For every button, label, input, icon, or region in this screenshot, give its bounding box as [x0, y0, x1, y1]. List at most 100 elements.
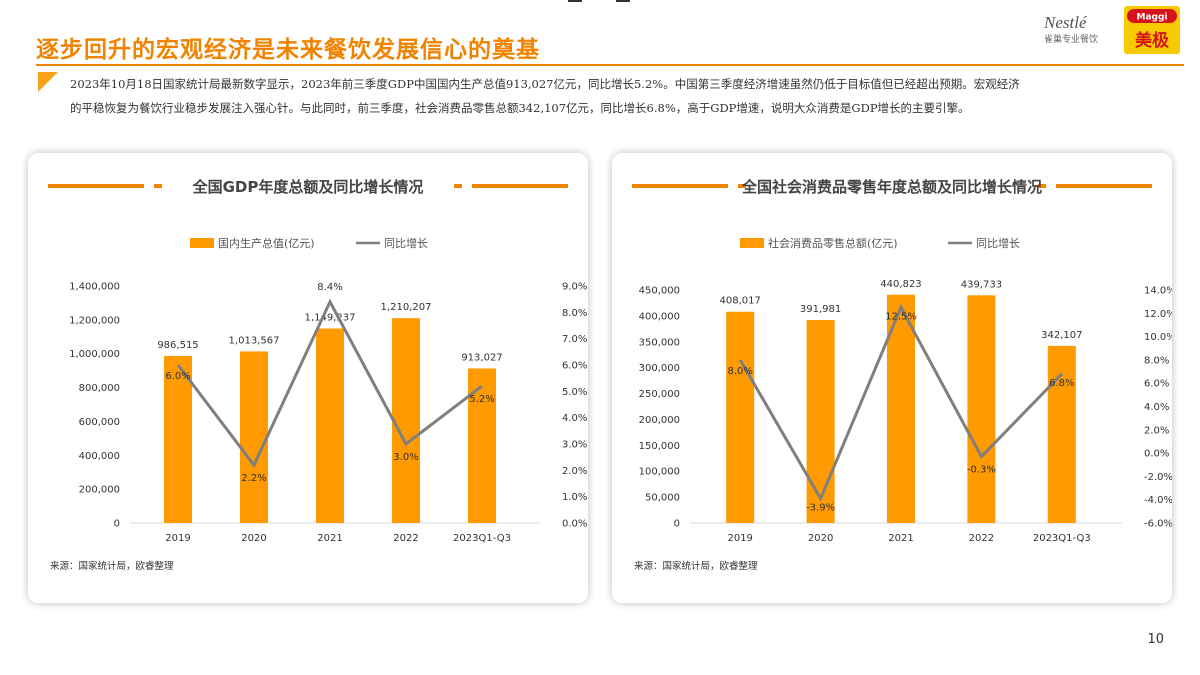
y2-tick-label: 12.0% — [1144, 309, 1172, 320]
legend-bar-label: 国内生产总值(亿元) — [218, 236, 315, 250]
y-tick-label: 1,400,000 — [69, 282, 120, 293]
x-tick-label: 2023Q1-Q3 — [1033, 533, 1091, 544]
title-line-right — [472, 184, 568, 188]
maggi-logo-cn: 美极 — [1135, 30, 1169, 51]
y-tick-label: 200,000 — [639, 415, 680, 426]
bar-2020 — [240, 351, 268, 523]
bar-value-label: 342,107 — [1041, 330, 1082, 341]
y2-tick-label: 5.0% — [562, 387, 587, 398]
chart-title: 全国社会消费品零售年度总额及同比增长情况 — [741, 178, 1042, 196]
intro-triangle-icon — [38, 72, 58, 92]
top-decoration — [568, 0, 630, 2]
bar-value-label: 439,733 — [961, 279, 1002, 290]
y2-tick-label: 1.0% — [562, 492, 587, 503]
y-tick-label: 150,000 — [639, 441, 680, 452]
title-dash-right — [1038, 184, 1046, 188]
y2-tick-label: 10.0% — [1144, 332, 1172, 343]
chart-title: 全国GDP年度总额及同比增长情况 — [192, 178, 424, 196]
growth-value-label: 3.0% — [393, 452, 418, 463]
bar-2019 — [164, 355, 192, 523]
legend-bar-swatch — [190, 238, 214, 248]
bar-value-label: 408,017 — [720, 296, 761, 307]
title-dash-left — [154, 184, 162, 188]
y-tick-label: 400,000 — [639, 311, 680, 322]
legend-line-label: 同比增长 — [976, 236, 1020, 250]
y2-tick-label: 3.0% — [562, 440, 587, 451]
y2-tick-label: 0.0% — [562, 519, 587, 530]
page-number: 10 — [1147, 632, 1164, 647]
title-dash-left — [738, 184, 746, 188]
growth-value-label: 12.5% — [885, 311, 917, 322]
brand-logos: Nestlé 雀巢专业餐饮 Maggi 美极 — [1040, 6, 1190, 54]
x-tick-label: 2022 — [969, 533, 994, 544]
y2-tick-label: 8.0% — [562, 308, 587, 319]
y2-tick-label: -4.0% — [1144, 495, 1172, 506]
title-line-left — [632, 184, 728, 188]
intro-line-1: 2023年10月18日国家统计局最新数字显示，2023年前三季度GDP中国国内生… — [70, 77, 1020, 91]
y-tick-label: 800,000 — [79, 383, 120, 394]
bar-2022 — [967, 295, 996, 523]
x-tick-label: 2023Q1-Q3 — [453, 533, 511, 544]
title-line-left — [48, 184, 144, 188]
legend-bar-label: 社会消费品零售总额(亿元) — [768, 236, 898, 250]
x-tick-label: 2019 — [165, 533, 190, 544]
growth-value-label: 6.8% — [1049, 378, 1074, 389]
y-tick-label: 100,000 — [639, 467, 680, 478]
y2-tick-label: 4.0% — [562, 413, 587, 424]
bar-value-label: 1,210,207 — [381, 302, 432, 313]
y2-tick-label: -2.0% — [1144, 472, 1172, 483]
growth-value-label: -0.3% — [967, 465, 996, 476]
y2-tick-label: -6.0% — [1144, 519, 1172, 530]
bar-2023Q1-Q3 — [1047, 345, 1076, 523]
nestle-logo-text: Nestlé — [1043, 13, 1088, 32]
x-tick-label: 2021 — [317, 533, 342, 544]
growth-value-label: 5.2% — [469, 394, 494, 405]
y-tick-label: 200,000 — [79, 485, 120, 496]
y2-tick-label: 14.0% — [1144, 286, 1172, 297]
page-title: 逐步回升的宏观经济是未来餐饮发展信心的奠基 — [36, 37, 540, 63]
growth-value-label: 6.0% — [165, 371, 190, 382]
y-tick-label: 400,000 — [79, 451, 120, 462]
y2-tick-label: 8.0% — [1144, 355, 1169, 366]
y-tick-label: 450,000 — [639, 286, 680, 297]
y-tick-label: 300,000 — [639, 363, 680, 374]
y-tick-label: 1,000,000 — [69, 349, 120, 360]
y2-tick-label: 0.0% — [1144, 449, 1169, 460]
growth-value-label: -3.9% — [806, 503, 835, 514]
chart-source: 来源：国家统计局，欧睿整理 — [50, 560, 174, 572]
y-tick-label: 50,000 — [645, 493, 680, 504]
bar-2019 — [726, 311, 755, 523]
growth-value-label: 2.2% — [241, 473, 266, 484]
intro-paragraph: 2023年10月18日国家统计局最新数字显示，2023年前三季度GDP中国国内生… — [70, 72, 1130, 120]
y-tick-label: 1,200,000 — [69, 315, 120, 326]
title-line-right — [1056, 184, 1152, 188]
y2-tick-label: 6.0% — [1144, 379, 1169, 390]
bar-value-label: 391,981 — [800, 304, 841, 315]
bar-2023Q1-Q3 — [468, 368, 496, 523]
y-tick-label: 0 — [674, 519, 680, 530]
bar-value-label: 440,823 — [880, 279, 921, 290]
y2-tick-label: 7.0% — [562, 334, 587, 345]
legend-line-label: 同比增长 — [384, 236, 428, 250]
gdp-chart-card: 全国GDP年度总额及同比增长情况国内生产总值(亿元) 同比增长 0 200,000 40… — [28, 153, 588, 603]
intro-line-2: 的平稳恢复为餐饮行业稳步发展注入强心针。与此同时，前三季度，社会消费品零售总额3… — [70, 101, 970, 115]
bar-value-label: 986,515 — [157, 340, 198, 351]
bar-2022 — [392, 318, 420, 523]
maggi-logo-text: Maggi — [1137, 13, 1168, 23]
nestle-logo: Nestlé 雀巢专业餐饮 — [1043, 13, 1098, 45]
bar-2021 — [316, 328, 344, 523]
title-dash-right — [454, 184, 462, 188]
x-tick-label: 2022 — [393, 533, 418, 544]
y-tick-label: 0 — [114, 519, 120, 530]
x-tick-label: 2021 — [888, 533, 913, 544]
bar-2020 — [806, 320, 835, 523]
growth-value-label: 8.0% — [727, 366, 752, 377]
growth-value-label: 8.4% — [317, 282, 342, 293]
maggi-logo: Maggi 美极 — [1124, 6, 1180, 54]
y-tick-label: 350,000 — [639, 337, 680, 348]
x-tick-label: 2019 — [727, 533, 752, 544]
y-tick-label: 250,000 — [639, 389, 680, 400]
bar-value-label: 1,149,237 — [305, 312, 356, 323]
